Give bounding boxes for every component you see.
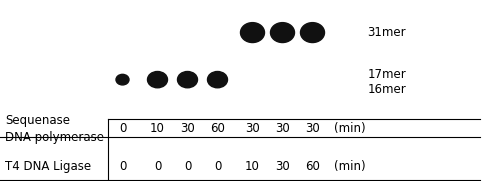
Text: 0: 0 [214, 160, 221, 173]
Text: 31mer: 31mer [368, 26, 406, 39]
Text: 30: 30 [275, 160, 290, 173]
Text: 60: 60 [305, 160, 320, 173]
Ellipse shape [270, 23, 294, 43]
Text: 30: 30 [180, 122, 195, 135]
Text: 30: 30 [245, 122, 260, 135]
Text: 30: 30 [305, 122, 320, 135]
Text: T4 DNA Ligase: T4 DNA Ligase [5, 160, 91, 173]
Text: 10: 10 [245, 160, 260, 173]
Ellipse shape [208, 71, 228, 88]
Ellipse shape [148, 71, 168, 88]
Text: (min): (min) [334, 122, 366, 135]
Text: 17mer: 17mer [368, 68, 406, 81]
Ellipse shape [116, 74, 129, 85]
Text: 10: 10 [150, 122, 165, 135]
Text: 0: 0 [119, 122, 126, 135]
Text: 0: 0 [154, 160, 161, 173]
Ellipse shape [240, 23, 264, 43]
Ellipse shape [178, 71, 198, 88]
Ellipse shape [300, 23, 324, 43]
Text: 0: 0 [184, 160, 191, 173]
Text: Sequenase
DNA polymerase: Sequenase DNA polymerase [5, 113, 104, 144]
Text: (min): (min) [334, 160, 366, 173]
Text: 0: 0 [119, 160, 126, 173]
Text: 30: 30 [275, 122, 290, 135]
Text: 16mer: 16mer [368, 83, 406, 96]
Text: 60: 60 [210, 122, 225, 135]
